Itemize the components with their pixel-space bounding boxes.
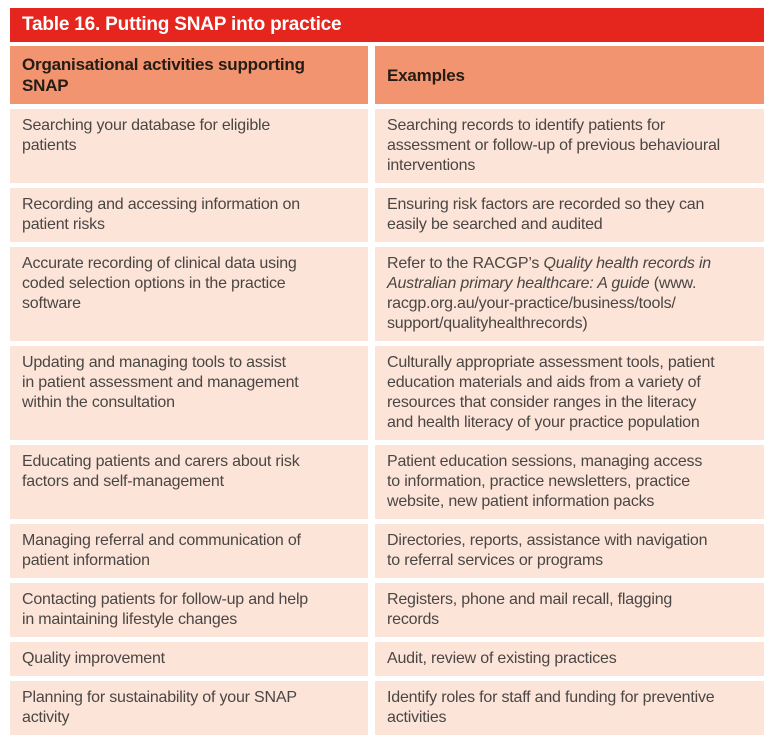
example-text: Culturally appropriate assessment tools,… [387, 354, 715, 431]
example-cell: Searching records to identify patients f… [375, 109, 764, 183]
example-text: Directories, reports, assistance with na… [387, 532, 708, 569]
example-cell: Identify roles for staff and funding for… [375, 681, 764, 735]
activity-cell: Educating patients and carers about risk… [10, 445, 368, 519]
activity-cell: Searching your database for eligible pat… [10, 109, 368, 183]
example-cell: Directories, reports, assistance with na… [375, 524, 764, 578]
activity-cell: Accurate recording of clinical data usin… [10, 247, 368, 341]
table-title-bar: Table 16. Putting SNAP into practice [10, 8, 764, 42]
example-cell: Audit, review of existing practices [375, 642, 764, 676]
example-cell: Patient education sessions, managing acc… [375, 445, 764, 519]
example-italic-text: Quality health records in Australian pri… [387, 255, 712, 292]
example-cell: Ensuring risk factors are recorded so th… [375, 188, 764, 242]
activity-cell: Quality improvement [10, 642, 368, 676]
table-title: Table 16. Putting SNAP into practice [22, 14, 342, 35]
activity-cell: Recording and accessing information on p… [10, 188, 368, 242]
example-text: Searching records to identify patients f… [387, 117, 720, 174]
example-text: Identify roles for staff and funding for… [387, 689, 715, 726]
column-header-activities: Organisational activities supporting SNA… [10, 46, 368, 104]
example-cell: Refer to the RACGP’s Quality health reco… [375, 247, 764, 341]
activity-cell: Contacting patients for follow-up and he… [10, 583, 368, 637]
activity-cell: Managing referral and communication of p… [10, 524, 368, 578]
column-header-examples: Examples [375, 46, 764, 104]
activity-cell: Planning for sustainability of your SNAP… [10, 681, 368, 735]
example-text: Patient education sessions, managing acc… [387, 453, 703, 510]
example-text: Audit, review of existing practices [387, 650, 617, 667]
snap-table: Organisational activities supporting SNA… [10, 46, 764, 735]
example-cell: Registers, phone and mail recall, flaggi… [375, 583, 764, 637]
example-text: Refer to the RACGP’s [387, 255, 544, 272]
example-text: Ensuring risk factors are recorded so th… [387, 196, 705, 233]
example-text-post: (www. racgp.org.au/your-practice/busines… [387, 275, 697, 332]
example-cell: Culturally appropriate assessment tools,… [375, 346, 764, 440]
activity-cell: Updating and managing tools to assist in… [10, 346, 368, 440]
example-text: Registers, phone and mail recall, flaggi… [387, 591, 673, 628]
